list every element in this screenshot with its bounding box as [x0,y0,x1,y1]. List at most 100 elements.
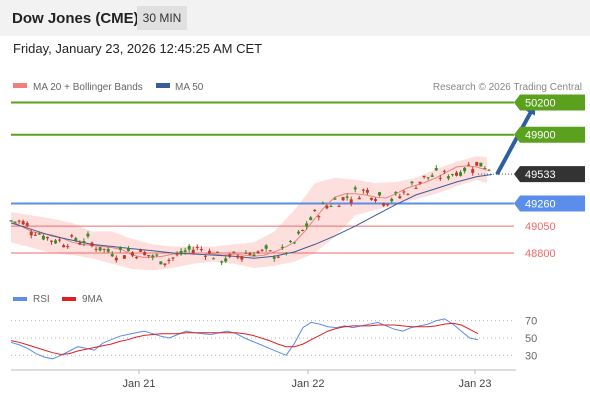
level-label-48800: 48800 [525,248,556,260]
candle-body [361,189,365,191]
candle-body [467,164,471,166]
candle-body [74,238,78,241]
candle-body [430,175,434,177]
level-tags: 50200 49900 49533 49260 49050 48800 [514,94,585,260]
candle-body [131,252,135,256]
candle-body [394,192,398,194]
candle-body [118,246,122,250]
candle-body [442,170,446,172]
level-tag-49533 [514,166,585,183]
chart-header: Dow Jones (CME) 30 MIN [0,0,590,36]
candle-body [135,257,139,259]
candle-body [455,172,459,176]
key-levels [11,101,514,254]
candle-body [86,233,90,237]
level-tag-text-49260: 49260 [525,199,556,211]
candle-body [483,168,487,170]
candle-body [244,252,248,254]
candle-body [345,196,349,198]
time-axis-labels: Jan 21 Jan 22 Jan 23 [122,370,492,390]
candle-body [325,205,329,209]
candle-body [365,189,369,193]
candle-body [179,250,183,255]
time-tick-label: Jan 22 [291,378,324,390]
candle-body [110,254,114,257]
candle-body [29,231,33,236]
candle-body [288,241,292,243]
candlesticks [9,161,491,267]
candle-body [78,242,82,245]
candle-body [94,248,98,250]
candle-body [90,242,94,247]
candle-body [450,174,454,176]
candle-body [236,255,240,258]
candle-body [25,223,29,226]
candle-body [102,248,106,250]
level-tag-49900 [514,126,585,143]
candle-body [58,239,62,241]
candle-body [378,192,382,196]
candle-body [195,246,199,248]
candle-body [386,203,390,206]
ma50-legend-swatch [156,83,170,88]
candle-body [410,181,414,184]
rsi-panel: 70 50 30 [10,316,537,362]
rsi-ma-legend-label: 9MA [82,294,103,305]
candle-body [248,253,252,256]
candle-body [159,261,163,265]
candle-body [268,250,272,252]
candle-body [216,251,220,253]
candle-body [122,255,126,259]
candle-body [82,241,86,244]
candle-body [463,167,467,172]
candle-body [228,254,232,257]
candle-body [414,188,418,190]
candle-body [155,254,159,256]
candle-body [284,252,288,254]
level-label-49050: 49050 [525,221,556,233]
candle-body [252,254,256,257]
candle-body [9,220,13,222]
candle-body [212,258,216,260]
level-tag-49260 [514,195,585,212]
level-tag-text-49533: 49533 [525,169,556,181]
rsi-ma-line [10,322,479,356]
candle-body [369,197,373,200]
ma20-line [10,165,488,258]
candle-body [329,206,333,208]
candle-body [321,203,325,205]
level-tag-text-50200: 50200 [525,97,556,109]
candle-body [98,247,102,251]
candle-body [50,240,54,242]
candle-body [390,198,394,202]
candle-body [374,199,378,201]
rsi-tick-50: 50 [525,333,537,345]
rsi-tick-70: 70 [525,316,537,328]
candle-body [220,261,224,263]
candle-body [434,168,438,171]
candle-body [459,172,463,176]
ma20-legend-label: MA 20 + Bollinger Bands [33,82,143,93]
candle-body [297,231,301,234]
copyright-text: Research © 2026 Trading Central [433,82,582,93]
candle-body [171,257,175,259]
candle-body [114,257,118,261]
time-tick-label: Jan 21 [122,378,155,390]
candle-body [45,236,49,239]
candle-body [438,177,442,179]
candle-body [126,248,130,252]
candle-body [349,199,353,204]
timeframe-button[interactable]: 30 MIN [137,6,187,30]
candle-body [487,169,491,171]
candle-body [41,235,45,240]
candle-body [191,249,195,253]
candle-body [33,234,37,236]
candle-body [224,258,228,262]
candle-body [203,255,207,257]
time-tick-label: Jan 23 [458,378,491,390]
candle-body [272,257,276,259]
candle-body [70,235,74,237]
candle-body [260,249,264,251]
candle-body [317,216,321,218]
